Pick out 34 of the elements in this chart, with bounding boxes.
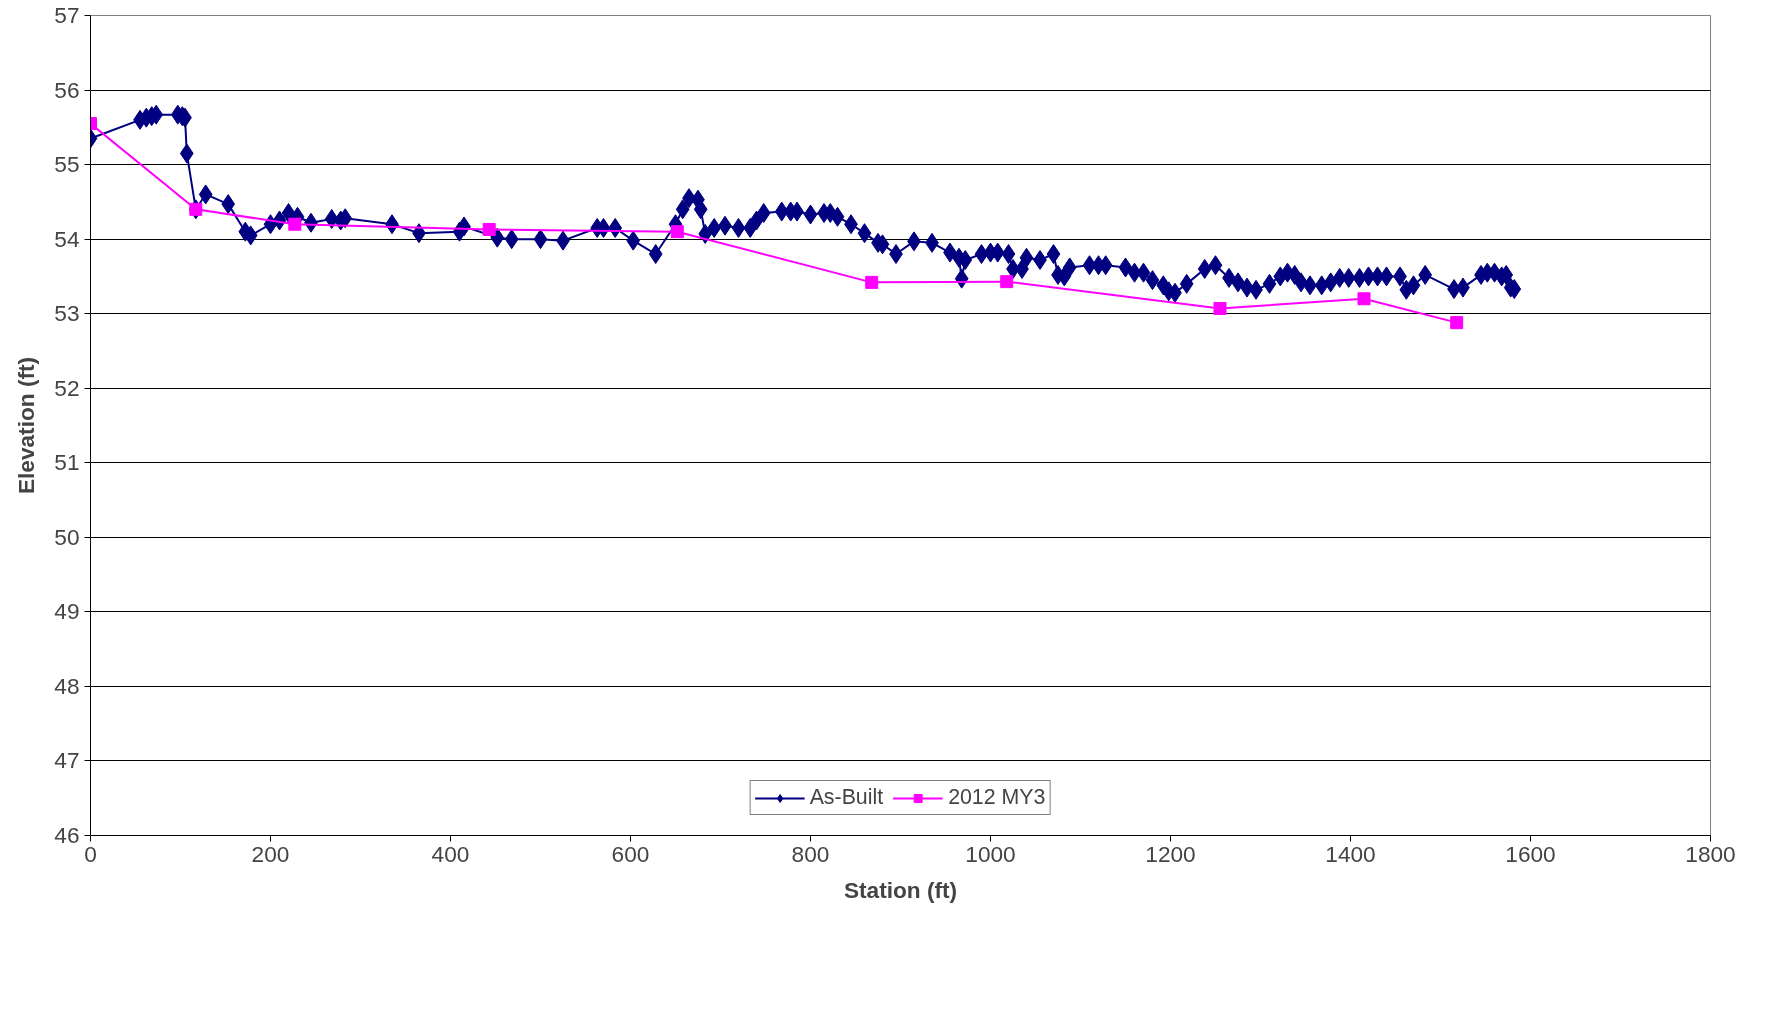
y-tick-label: 50: [54, 523, 80, 550]
x-tick-label: 400: [431, 840, 470, 867]
y-tick-label: 48: [54, 672, 80, 699]
point: [288, 217, 302, 231]
x-tick-label: 0: [84, 840, 97, 867]
y-tick-label: 52: [54, 374, 80, 401]
x-tick-label: 600: [611, 840, 650, 867]
x-tick-label: 1200: [1145, 840, 1196, 867]
y-tick-label: 49: [54, 598, 80, 625]
y-tick-label: 47: [54, 747, 80, 774]
y-axis-title: Elevation (ft): [13, 356, 40, 495]
point: [482, 222, 496, 236]
x-tick-label: 800: [791, 840, 830, 867]
y-tick-label: 56: [54, 76, 80, 103]
x-tick-label: 200: [251, 840, 290, 867]
y-tick-label: 54: [54, 225, 80, 252]
legend-label: As-Built: [809, 785, 884, 810]
point: [670, 225, 684, 239]
y-tick-label: 46: [54, 822, 80, 848]
point: [1000, 275, 1014, 289]
x-tick-label: 1400: [1325, 840, 1376, 867]
x-tick-label: 1000: [965, 840, 1016, 867]
point: [1450, 316, 1464, 330]
y-tick-label: 53: [54, 300, 80, 327]
point: [1213, 301, 1227, 315]
y-tick-label: 57: [54, 2, 80, 28]
x-axis-title: Station (ft): [843, 876, 958, 903]
x-tick-label: 1800: [1685, 840, 1736, 867]
x-tick-label: 1600: [1505, 840, 1556, 867]
y-tick-label: 51: [54, 449, 80, 476]
legend-label: 2012 MY3: [948, 785, 1046, 810]
point: [1357, 292, 1371, 306]
y-tick-label: 55: [54, 151, 80, 178]
point: [865, 275, 879, 289]
